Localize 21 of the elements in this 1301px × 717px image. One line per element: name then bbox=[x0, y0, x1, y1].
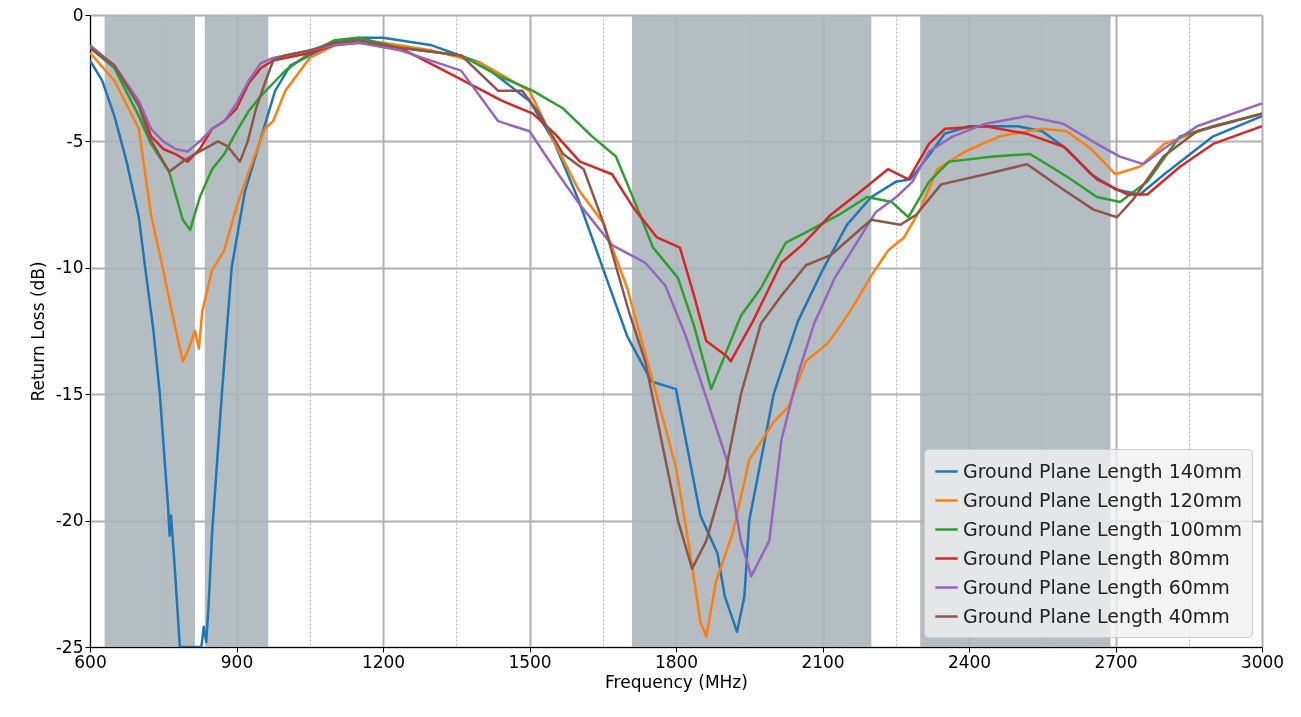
y-tick-label: -10 bbox=[55, 257, 84, 278]
x-tick-label: 1200 bbox=[361, 651, 406, 672]
x-tick-label: 2100 bbox=[801, 651, 845, 672]
legend-label: Ground Plane Length 60mm bbox=[963, 575, 1230, 598]
legend-label: Ground Plane Length 120mm bbox=[963, 488, 1242, 511]
x-tick-label: 1500 bbox=[508, 651, 552, 672]
y-tick-label: 0 bbox=[72, 4, 84, 25]
legend-label: Ground Plane Length 80mm bbox=[963, 546, 1230, 569]
x-axis-title: Frequency (MHz) bbox=[605, 671, 748, 692]
legend-label: Ground Plane Length 40mm bbox=[963, 604, 1230, 627]
y-tick-label: -15 bbox=[55, 383, 84, 404]
y-axis-title: Return Loss (dB) bbox=[27, 261, 48, 402]
x-tick-label: 2400 bbox=[947, 651, 992, 672]
x-tick-label: 1800 bbox=[654, 651, 699, 672]
x-tick-label: 900 bbox=[220, 651, 254, 672]
x-tick-label: 2700 bbox=[1094, 651, 1138, 672]
x-tick-label: 3000 bbox=[1240, 651, 1285, 672]
y-tick-label: -20 bbox=[55, 510, 84, 531]
y-tick-label: -5 bbox=[66, 130, 84, 151]
legend-label: Ground Plane Length 140mm bbox=[963, 459, 1242, 482]
legend-label: Ground Plane Length 100mm bbox=[963, 517, 1242, 540]
